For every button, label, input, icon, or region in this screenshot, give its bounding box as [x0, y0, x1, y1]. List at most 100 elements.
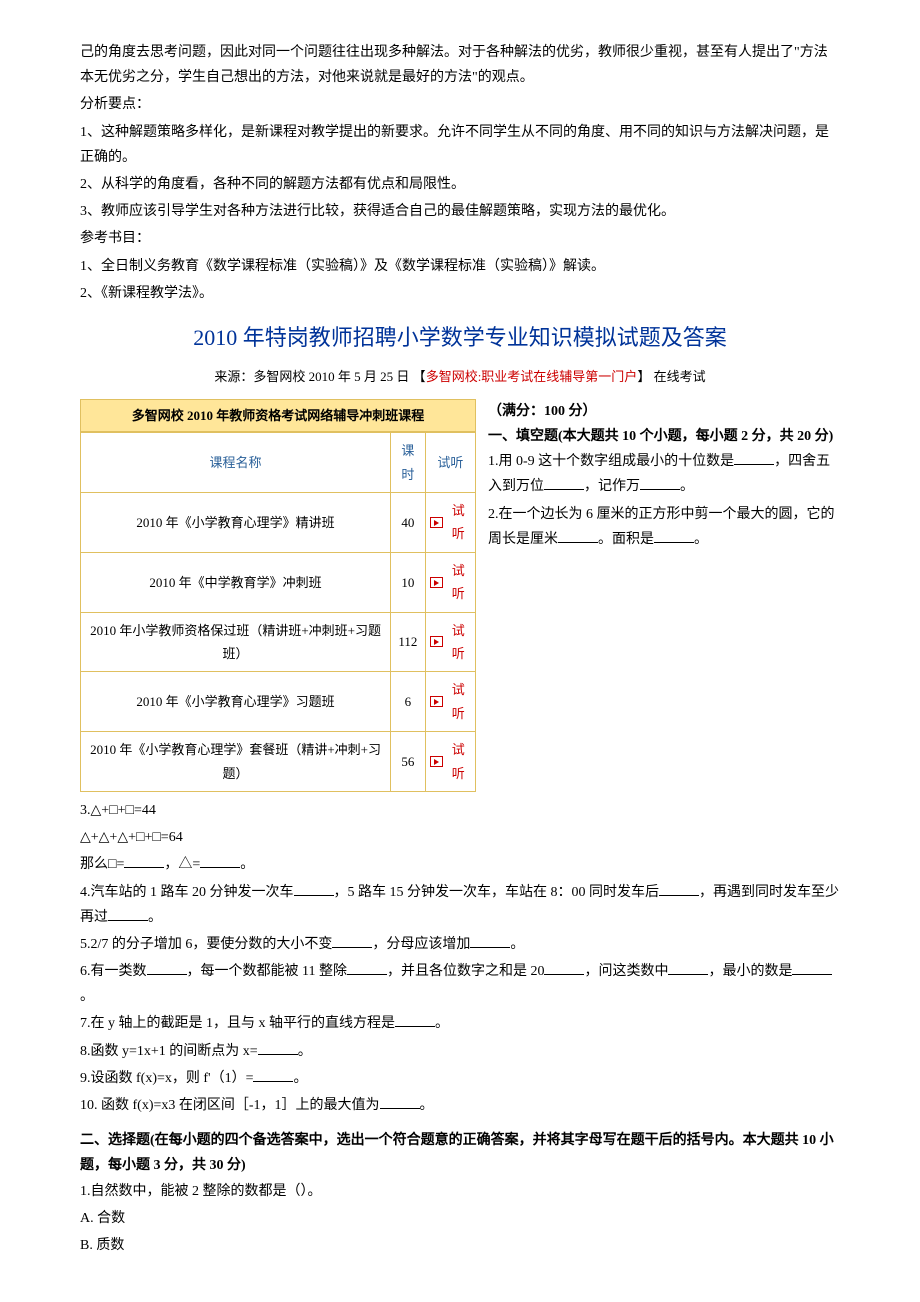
q3c-t3: 。	[240, 857, 254, 872]
intro-p5: 3、教师应该引导学生对各种方法进行比较，获得适合自己的最佳解题策略，实现方法的最…	[80, 199, 840, 224]
source-prefix: 来源：多智网校 2010 年 5 月 25 日 【	[214, 369, 425, 384]
blank	[654, 529, 694, 543]
q5: 5.2/7 的分子增加 6，要使分数的大小不变 ，分母应该增加 。	[80, 932, 840, 957]
q6-t4: ，问这类数中	[584, 964, 668, 979]
q6-t6: 。	[80, 989, 94, 1004]
play-icon	[430, 577, 444, 588]
course-name-cell: 2010 年小学教师资格保过班（精讲班+冲刺班+习题班）	[81, 612, 391, 672]
table-row: 2010 年《小学教育心理学》精讲班 40 试听	[81, 493, 476, 553]
q4-t4: 。	[148, 910, 162, 925]
source-line: 来源：多智网校 2010 年 5 月 25 日 【多智网校:职业考试在线辅导第一…	[80, 365, 840, 388]
blank	[124, 854, 164, 868]
q3a: 3.△+□+□=44	[80, 798, 840, 823]
course-name-cell: 2010 年《小学教育心理学》习题班	[81, 672, 391, 732]
course-name-cell: 2010 年《小学教育心理学》精讲班	[81, 493, 391, 553]
table-title: 多智网校 2010 年教师资格考试网络辅导冲刺班课程	[80, 399, 476, 432]
course-audio-cell: 试听	[425, 552, 475, 612]
audio-link[interactable]: 试听	[430, 619, 471, 666]
page-title: 2010 年特岗教师招聘小学数学专业知识模拟试题及答案	[80, 318, 840, 358]
s2-q1: 1.自然数中，能被 2 整除的数都是（）。	[80, 1179, 840, 1204]
q1-text4: 。	[680, 479, 694, 494]
course-audio-cell: 试听	[425, 612, 475, 672]
q1-text: 1.用 0-9 这十个数字组成最小的十位数是	[488, 454, 734, 469]
table-row: 2010 年《中学教育学》冲刺班 10 试听	[81, 552, 476, 612]
play-icon	[430, 636, 444, 647]
intro-p3: 1、这种解题策略多样化，是新课程对教学提出的新要求。允许不同学生从不同的角度、用…	[80, 120, 840, 170]
q4-t1: 4.汽车站的 1 路车 20 分钟发一次车	[80, 885, 294, 900]
play-icon	[430, 756, 444, 767]
q5-t2: ，分母应该增加	[372, 937, 470, 952]
q6-t1: 6.有一类数	[80, 964, 147, 979]
q8-t1: 8.函数 y=1x+1 的间断点为 x=	[80, 1044, 258, 1059]
q3c: 那么□= ，△= 。	[80, 852, 840, 877]
audio-link[interactable]: 试听	[430, 678, 471, 725]
q7-t1: 7.在 y 轴上的截距是 1，且与 x 轴平行的直线方程是	[80, 1016, 395, 1031]
audio-text: 试听	[445, 738, 471, 785]
table-row: 2010 年《小学教育心理学》习题班 6 试听	[81, 672, 476, 732]
q3c-t2: ，△=	[164, 857, 200, 872]
th-name: 课程名称	[81, 433, 391, 493]
th-hours: 课时	[391, 433, 426, 493]
intro-p1: 己的角度去思考问题，因此对同一个问题往往出现多种解法。对于各种解法的优劣，教师很…	[80, 40, 840, 90]
q9-t1: 9.设函数 f(x)=x，则 f'（1）=	[80, 1071, 253, 1086]
blank	[147, 961, 187, 975]
q7: 7.在 y 轴上的截距是 1，且与 x 轴平行的直线方程是。	[80, 1011, 840, 1036]
course-hours-cell: 10	[391, 552, 426, 612]
q2-text3: 。	[694, 532, 708, 547]
blank	[294, 882, 334, 896]
blank	[253, 1068, 293, 1082]
q3b: △+△+△+□+□=64	[80, 825, 840, 850]
s2-optB: B. 质数	[80, 1233, 840, 1258]
q8: 8.函数 y=1x+1 的间断点为 x= 。	[80, 1039, 840, 1064]
blank	[544, 961, 584, 975]
audio-text: 试听	[445, 559, 471, 606]
intro-p8: 2、《新课程教学法》。	[80, 281, 840, 306]
blank	[659, 882, 699, 896]
blank	[792, 961, 832, 975]
course-audio-cell: 试听	[425, 672, 475, 732]
audio-link[interactable]: 试听	[430, 559, 471, 606]
table-row: 2010 年《小学教育心理学》套餐班（精讲+冲刺+习题） 56 试听	[81, 732, 476, 792]
blank	[470, 934, 510, 948]
q1: 1.用 0-9 这十个数字组成最小的十位数是，四舍五入到万位，记作万。	[488, 449, 840, 499]
course-hours-cell: 56	[391, 732, 426, 792]
course-name-cell: 2010 年《中学教育学》冲刺班	[81, 552, 391, 612]
blank	[108, 907, 148, 921]
q10-t2: 。	[420, 1098, 434, 1113]
section2-title: 二、选择题(在每小题的四个备选答案中，选出一个符合题意的正确答案，并将其字母写在…	[80, 1128, 840, 1178]
q8-t2: 。	[298, 1044, 312, 1059]
audio-text: 试听	[445, 499, 471, 546]
blank	[332, 934, 372, 948]
q5-t3: 。	[510, 937, 524, 952]
two-column-wrap: 多智网校 2010 年教师资格考试网络辅导冲刺班课程 课程名称 课时 试听 20…	[80, 399, 840, 792]
blank	[734, 451, 774, 465]
q6-t5: ，最小的数是	[708, 964, 792, 979]
q4: 4.汽车站的 1 路车 20 分钟发一次车，5 路车 15 分钟发一次车，车站在…	[80, 880, 840, 930]
audio-text: 试听	[445, 678, 471, 725]
source-link[interactable]: 多智网校:职业考试在线辅导第一门户	[426, 369, 638, 384]
intro-p4: 2、从科学的角度看，各种不同的解题方法都有优点和局限性。	[80, 172, 840, 197]
q10: 10. 函数 f(x)=x3 在闭区间［-1，1］上的最大值为。	[80, 1093, 840, 1118]
q6-t3: ，并且各位数字之和是 20	[387, 964, 545, 979]
intro-p2: 分析要点：	[80, 92, 840, 117]
audio-link[interactable]: 试听	[430, 499, 471, 546]
table-row: 2010 年小学教师资格保过班（精讲班+冲刺班+习题班） 112 试听	[81, 612, 476, 672]
q2-text2: 。面积是	[598, 532, 654, 547]
audio-text: 试听	[445, 619, 471, 666]
q1-text3: ，记作万	[584, 479, 640, 494]
blank	[258, 1041, 298, 1055]
section1-title: 一、填空题(本大题共 10 个小题，每小题 2 分，共 20 分)	[488, 424, 840, 449]
intro-p7: 1、全日制义务教育《数学课程标准（实验稿）》及《数学课程标准（实验稿）》解读。	[80, 254, 840, 279]
q3c-t1: 那么□=	[80, 857, 124, 872]
intro-p6: 参考书目：	[80, 226, 840, 251]
full-score: （满分：100 分）	[488, 399, 840, 424]
course-table: 课程名称 课时 试听 2010 年《小学教育心理学》精讲班 40 试听 2010…	[80, 432, 476, 792]
course-audio-cell: 试听	[425, 732, 475, 792]
blank	[558, 529, 598, 543]
play-icon	[430, 517, 444, 528]
audio-link[interactable]: 试听	[430, 738, 471, 785]
course-hours-cell: 112	[391, 612, 426, 672]
play-icon	[430, 696, 444, 707]
q5-t1: 5.2/7 的分子增加 6，要使分数的大小不变	[80, 937, 332, 952]
blank	[668, 961, 708, 975]
